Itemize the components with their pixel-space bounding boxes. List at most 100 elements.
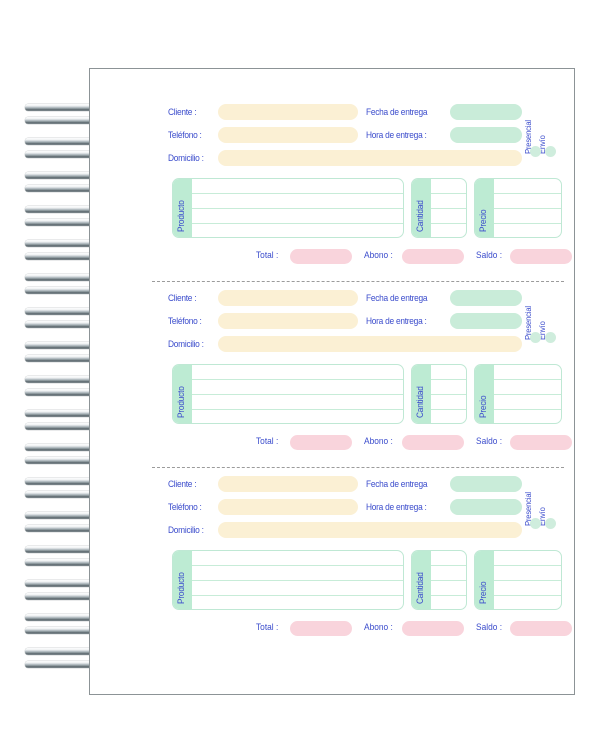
envio-checkbox[interactable]	[545, 518, 556, 529]
spiral-wire	[25, 151, 117, 158]
cantidad-column[interactable]: Cantidad	[411, 550, 467, 610]
total-input[interactable]	[290, 435, 352, 450]
envio-checkbox[interactable]	[545, 332, 556, 343]
producto-column[interactable]: Producto	[172, 178, 404, 238]
domicilio-input[interactable]	[218, 522, 522, 538]
total-label: Total :	[256, 436, 279, 447]
cantidad-column[interactable]: Cantidad	[411, 178, 467, 238]
producto-row-rules	[192, 551, 403, 609]
items-table: Producto Cantidad Precio	[168, 178, 562, 240]
producto-header-strip	[173, 551, 192, 609]
delivery-options: Presencial Envío	[523, 474, 561, 529]
cantidad-header-strip	[412, 551, 431, 609]
fecha-entrega-input[interactable]	[450, 104, 522, 120]
items-table: Producto Cantidad Precio	[168, 550, 562, 612]
cliente-label: Cliente :	[168, 107, 197, 118]
precio-row-rules	[494, 551, 561, 609]
precio-column[interactable]: Precio	[474, 178, 562, 238]
cantidad-header-strip	[412, 179, 431, 237]
telefono-label: Teléfono :	[168, 130, 202, 141]
saldo-input[interactable]	[510, 621, 572, 636]
cliente-input[interactable]	[218, 104, 358, 120]
precio-header-strip	[475, 365, 494, 423]
order-form-section: Cliente : Fecha de entrega Presencial En…	[168, 102, 572, 266]
domicilio-label: Domicilio :	[168, 525, 204, 536]
cantidad-header-label: Cantidad	[415, 386, 425, 418]
presencial-checkbox[interactable]	[530, 146, 541, 157]
totals-row: Total : Abono : Saldo :	[168, 618, 572, 638]
cantidad-row-rules	[431, 551, 466, 609]
cliente-label: Cliente :	[168, 293, 197, 304]
telefono-input[interactable]	[218, 127, 358, 143]
domicilio-input[interactable]	[218, 150, 522, 166]
total-input[interactable]	[290, 249, 352, 264]
envio-checkbox[interactable]	[545, 146, 556, 157]
cliente-input[interactable]	[218, 476, 358, 492]
spiral-wire	[25, 389, 117, 396]
producto-column[interactable]: Producto	[172, 550, 404, 610]
producto-header-strip	[173, 365, 192, 423]
spiral-wire	[25, 138, 117, 145]
domicilio-input[interactable]	[218, 336, 522, 352]
cliente-input[interactable]	[218, 290, 358, 306]
producto-header-strip	[173, 179, 192, 237]
delivery-options: Presencial Envío	[523, 102, 561, 157]
abono-input[interactable]	[402, 621, 464, 636]
spiral-wire	[25, 117, 117, 124]
cantidad-header-label: Cantidad	[415, 572, 425, 604]
field-row-telefono: Teléfono : Hora de entrega :	[168, 125, 561, 146]
spiral-wire	[25, 661, 117, 668]
fecha-entrega-input[interactable]	[450, 290, 522, 306]
spiral-wire	[25, 342, 117, 349]
producto-header-label: Producto	[176, 200, 186, 232]
telefono-input[interactable]	[218, 499, 358, 515]
fecha-entrega-label: Fecha de entrega	[366, 107, 428, 118]
delivery-options: Presencial Envío	[523, 288, 561, 343]
hora-entrega-input[interactable]	[450, 313, 522, 329]
presencial-checkbox[interactable]	[530, 332, 541, 343]
cantidad-row-rules	[431, 179, 466, 237]
precio-column[interactable]: Precio	[474, 364, 562, 424]
total-label: Total :	[256, 622, 279, 633]
spiral-wire	[25, 219, 117, 226]
domicilio-label: Domicilio :	[168, 153, 204, 164]
precio-header-label: Precio	[478, 395, 488, 418]
hora-entrega-input[interactable]	[450, 127, 522, 143]
section-divider	[152, 467, 564, 468]
spiral-wire	[25, 491, 117, 498]
total-label: Total :	[256, 250, 279, 261]
spiral-wire	[25, 206, 117, 213]
saldo-input[interactable]	[510, 249, 572, 264]
telefono-label: Teléfono :	[168, 316, 202, 327]
precio-header-strip	[475, 179, 494, 237]
producto-header-label: Producto	[176, 386, 186, 418]
spiral-wire	[25, 580, 117, 587]
producto-column[interactable]: Producto	[172, 364, 404, 424]
spiral-wire	[25, 478, 117, 485]
hora-entrega-label: Hora de entrega :	[366, 316, 427, 327]
abono-label: Abono :	[364, 622, 393, 633]
telefono-label: Teléfono :	[168, 502, 202, 513]
fecha-entrega-input[interactable]	[450, 476, 522, 492]
cantidad-column[interactable]: Cantidad	[411, 364, 467, 424]
spiral-wire	[25, 253, 117, 260]
notebook-page: Cliente : Fecha de entrega Presencial En…	[89, 68, 575, 695]
abono-input[interactable]	[402, 249, 464, 264]
hora-entrega-input[interactable]	[450, 499, 522, 515]
fecha-entrega-label: Fecha de entrega	[366, 293, 428, 304]
precio-column[interactable]: Precio	[474, 550, 562, 610]
abono-input[interactable]	[402, 435, 464, 450]
precio-header-strip	[475, 551, 494, 609]
field-row-domicilio: Domicilio :	[168, 520, 561, 541]
total-input[interactable]	[290, 621, 352, 636]
presencial-checkbox[interactable]	[530, 518, 541, 529]
producto-row-rules	[192, 179, 403, 237]
spiral-wire	[25, 308, 117, 315]
telefono-input[interactable]	[218, 313, 358, 329]
saldo-input[interactable]	[510, 435, 572, 450]
spiral-wire	[25, 240, 117, 247]
abono-label: Abono :	[364, 436, 393, 447]
spiral-wire	[25, 423, 117, 430]
section-divider	[152, 281, 564, 282]
saldo-label: Saldo :	[476, 250, 503, 261]
